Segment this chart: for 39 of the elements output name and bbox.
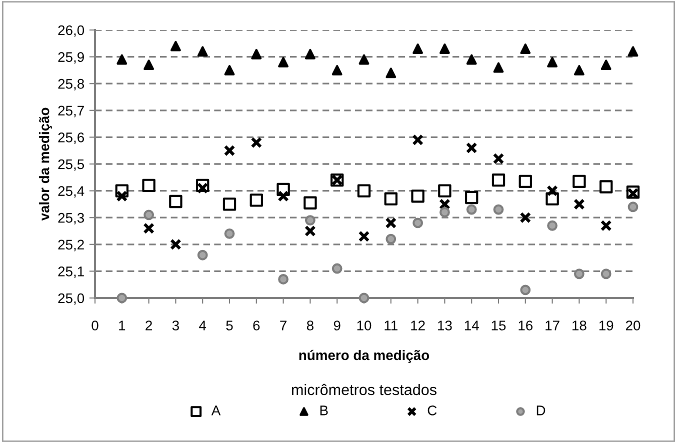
x-tick-label: 5 — [226, 320, 233, 330]
y-tick-label: 25,1 — [58, 266, 84, 278]
x-tick-label: 19 — [599, 320, 614, 330]
x-tick-label: 14 — [464, 320, 479, 330]
x-tick-label: 11 — [384, 320, 398, 330]
y-tick-label: 25,4 — [58, 186, 84, 198]
legend-title: micrômetros testados — [292, 384, 436, 396]
x-tick-label: 18 — [572, 320, 586, 330]
x-tick-label: 10 — [357, 320, 372, 330]
x-tick-label: 16 — [518, 320, 533, 330]
y-tick-label: 25,3 — [58, 212, 84, 224]
x-tick-label: 12 — [411, 320, 425, 330]
x-tick-label: 20 — [626, 320, 640, 330]
x-tick-label: 8 — [306, 320, 314, 330]
x-tick-label: 9 — [334, 320, 340, 330]
y-tick-label: 25,5 — [58, 159, 84, 171]
legend-label: C — [428, 406, 437, 416]
x-tick-label: 15 — [492, 320, 506, 330]
x-tick-label: 13 — [438, 320, 452, 330]
y-tick-label: 25,6 — [58, 132, 84, 144]
x-tick-label: 17 — [546, 320, 560, 330]
y-tick-label: 25,9 — [58, 52, 84, 64]
y-tick-label: 25,7 — [58, 106, 84, 118]
legend-label: A — [211, 406, 221, 416]
legend-label: D — [536, 406, 546, 416]
x-axis-title: número da medição — [299, 350, 430, 363]
y-axis-title: valor da medição — [39, 108, 52, 221]
x-tick-label: 4 — [199, 320, 206, 330]
x-tick-label: 2 — [146, 320, 152, 330]
x-tick-label: 7 — [280, 320, 286, 330]
x-tick-label: 3 — [172, 320, 179, 330]
x-tick-label: 0 — [92, 320, 98, 330]
y-tick-label: 25,8 — [58, 78, 84, 90]
x-tick-label: 1 — [119, 320, 126, 330]
y-tick-label: 25,0 — [58, 293, 84, 305]
y-tick-label: 26,0 — [58, 25, 84, 37]
y-tick-label: 25,2 — [58, 240, 84, 252]
legend-label: B — [320, 406, 328, 416]
x-tick-label: 6 — [253, 320, 260, 330]
